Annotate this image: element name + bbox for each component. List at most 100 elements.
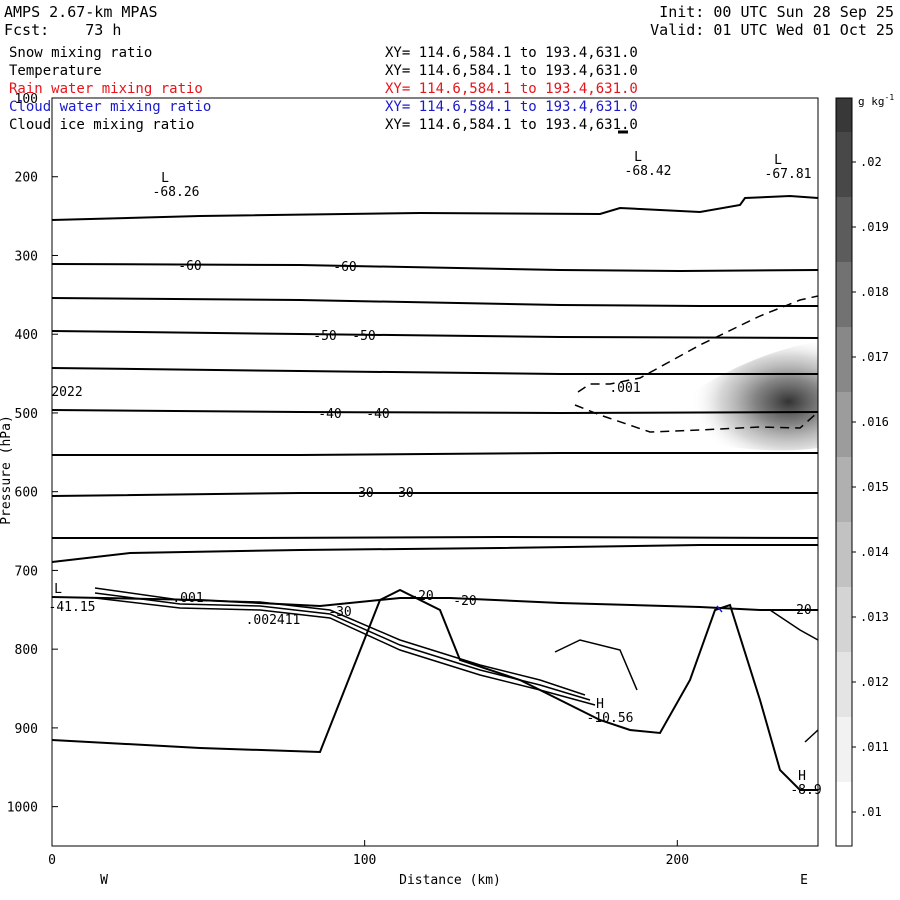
isotherm	[51, 492, 818, 497]
isotherm	[51, 297, 818, 307]
colorbar-tick-label: .019	[860, 220, 889, 234]
x-axis: 0 100 200	[48, 840, 689, 868]
contour-label: 2022	[51, 385, 82, 400]
isotherm	[51, 194, 819, 221]
colorbar-tick-label: .013	[860, 610, 889, 624]
y-tick-label: 700	[15, 564, 38, 579]
isotherm	[51, 596, 818, 611]
temperature-contours	[51, 194, 819, 791]
colorbar-tick-label: .017	[860, 350, 889, 364]
cloud-water-contour	[716, 605, 723, 613]
colorbar-segment	[836, 522, 852, 587]
colorbar-tick-label: .015	[860, 480, 889, 494]
legend-range-temperature: XY= 114.6,584.1 to 193.4,631.0	[385, 63, 638, 79]
x-tick-label: 200	[666, 853, 689, 868]
contour-label: -20	[410, 589, 433, 604]
colorbar-tick-label: .01	[860, 805, 882, 819]
colorbar-segment	[836, 197, 852, 262]
extremum-value: -8.9	[790, 783, 821, 798]
extremum-letter: L	[774, 153, 782, 168]
colorbar-segment	[836, 262, 852, 327]
colorbar-segment	[836, 327, 852, 392]
extremum-value: -68.26	[153, 185, 200, 200]
extremum-value: -68.42	[625, 164, 672, 179]
legend-name-rain: Rain water mixing ratio	[9, 81, 203, 97]
extremum-value: -41.15	[49, 600, 96, 615]
isotherm	[51, 367, 818, 375]
colorbar-segment	[836, 132, 852, 197]
contour-label: -40	[318, 407, 341, 422]
contour-label: .001	[172, 591, 203, 606]
colorbar-segment	[836, 98, 852, 132]
contour-label: -40	[366, 407, 389, 422]
contour-label: -50	[352, 329, 375, 344]
contour-label: -20	[788, 603, 811, 618]
y-tick-label: 500	[15, 407, 38, 422]
contour-label: -20	[453, 594, 476, 609]
contour-label: -30	[350, 486, 373, 501]
colorbar-segment	[836, 457, 852, 522]
valid-time: Valid: 01 UTC Wed 01 Oct 25	[650, 21, 894, 39]
y-tick-label: 200	[15, 171, 38, 186]
contour-label: -60	[178, 259, 201, 274]
y-tick-label: 900	[15, 722, 38, 737]
colorbar-labels: .01 .011 .012 .013 .014 .015 .016 .017 .018 .019.…	[852, 155, 889, 819]
colorbar-segment	[836, 782, 852, 846]
forecast-hour: Fcst: 73 h	[4, 21, 122, 39]
legend-name-temperature: Temperature	[9, 63, 102, 79]
isotherm	[52, 452, 818, 456]
y-tick-label: 600	[15, 486, 38, 501]
y-tick-label: 300	[15, 249, 38, 264]
isotherm	[51, 409, 819, 415]
colorbar-tick-label: .014	[860, 545, 889, 559]
extremum-value: -67.81	[765, 167, 812, 182]
legend-range-rain: XY= 114.6,584.1 to 193.4,631.0	[385, 81, 638, 97]
extremum-letter: H	[798, 769, 806, 784]
y-tick-label: 400	[15, 328, 38, 343]
y-axis-title: Pressure (hPa)	[0, 415, 14, 525]
cloud-ice-contour-dashed	[574, 295, 819, 433]
extremum-value: -10.56	[587, 711, 634, 726]
contour-label: -30	[390, 486, 413, 501]
terrain-line	[769, 609, 819, 641]
terrain-contours	[94, 587, 819, 743]
colorbar-unit: g kg-1	[858, 93, 894, 108]
colorbar-tick-label: .012	[860, 675, 889, 689]
contour-label: -30	[328, 605, 351, 620]
legend-range-cloud-water: XY= 114.6,584.1 to 193.4,631.0	[385, 99, 638, 115]
legend-name-cloud-ice: Cloud ice mixing ratio	[9, 117, 195, 133]
colorbar-frame	[835, 97, 853, 847]
legend-range-snow: XY= 114.6,584.1 to 193.4,631.0	[385, 45, 638, 61]
isotherm	[52, 535, 819, 539]
init-time: Init: 00 UTC Sun 28 Sep 25	[659, 3, 894, 21]
terrain-line	[804, 729, 819, 743]
colorbar-segment	[836, 392, 852, 457]
terrain-line	[94, 587, 586, 696]
colorbar-segment	[836, 587, 852, 652]
east-label: E	[800, 873, 808, 888]
contour-label: .002411	[246, 613, 301, 628]
plot-frame	[51, 97, 819, 847]
contour-label: -60	[333, 260, 356, 275]
cloud-ice-shading	[655, 342, 818, 451]
legend-name-snow: Snow mixing ratio	[9, 45, 153, 61]
isotherm	[51, 544, 818, 563]
extremum-letter: L	[161, 171, 169, 186]
terrain-line	[94, 597, 596, 706]
extremum-letter: L	[634, 150, 642, 165]
extrema-labels: L -68.26 L -68.42 L -67.81 H -10.56 H -8…	[49, 150, 822, 798]
colorbar-tick-label: .016	[860, 415, 889, 429]
y-tick-label: 1000	[7, 801, 38, 816]
colorbar-segment	[836, 717, 852, 782]
contour-labels: -60 -60 -50 -50 -40 -40 -30 -30 -30 -20 …	[51, 259, 811, 628]
x-tick-label: 0	[48, 853, 56, 868]
legend-name-cloud-water: Cloud water mixing ratio	[9, 99, 212, 115]
terrain-line	[94, 592, 591, 701]
colorbar-tick-label: .02	[860, 155, 882, 169]
model-title: AMPS 2.67-km MPAS	[4, 3, 158, 21]
colorbar-segment	[836, 652, 852, 717]
colorbar-tick-label: .011	[860, 740, 889, 754]
legend-range-cloud-ice: XY= 114.6,584.1 to 193.4,631.0	[385, 117, 638, 133]
